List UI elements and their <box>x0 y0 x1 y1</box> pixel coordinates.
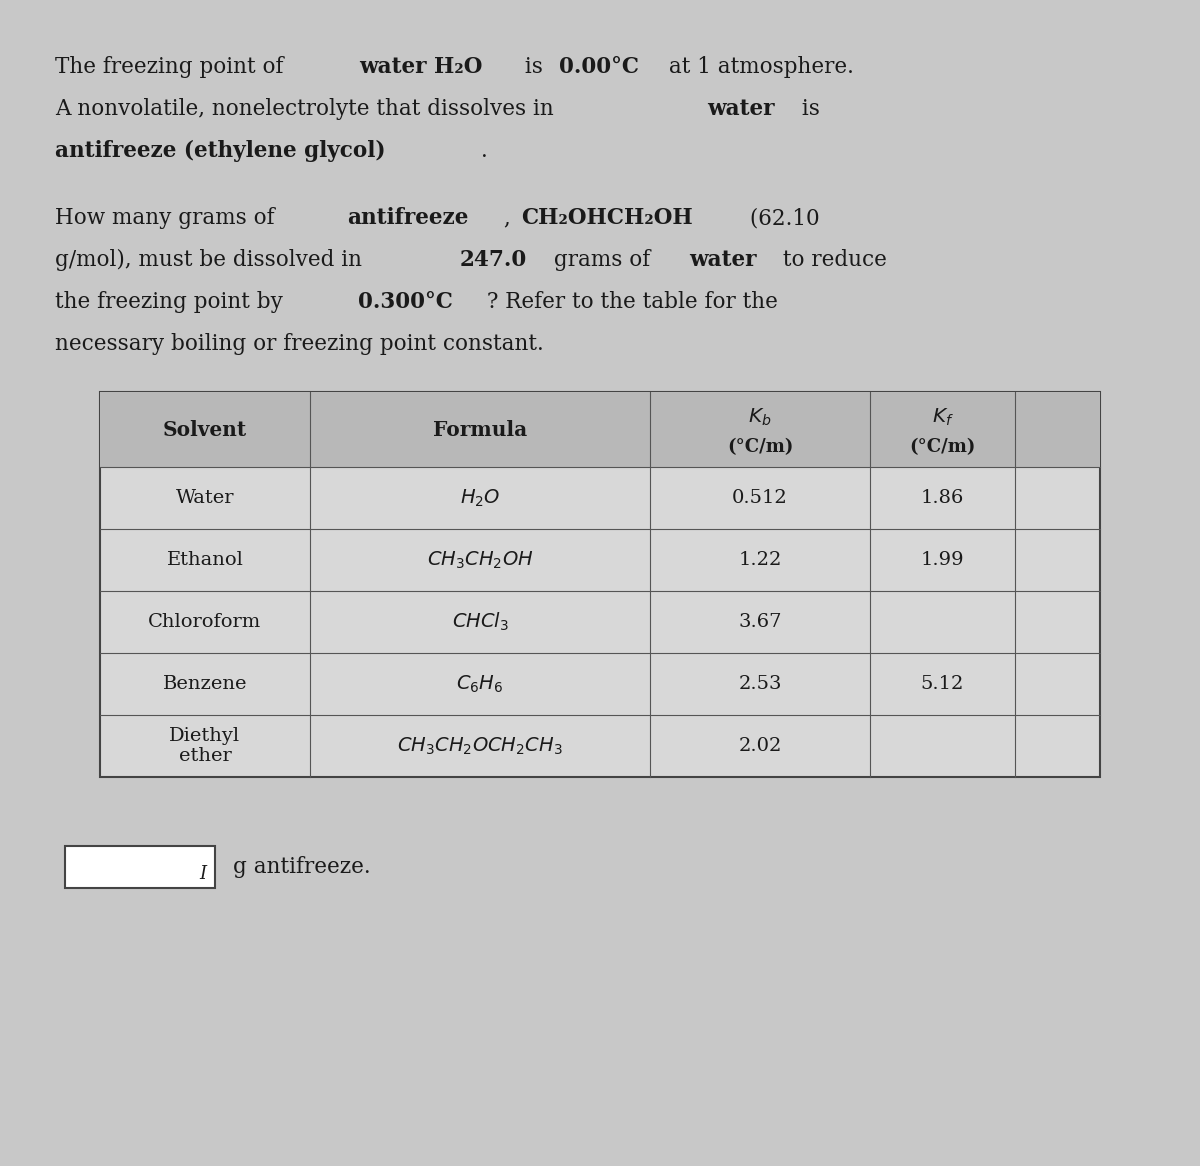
Text: I: I <box>199 865 206 883</box>
Text: 3.67: 3.67 <box>738 613 781 631</box>
Text: Benzene: Benzene <box>163 675 247 693</box>
Text: ? Refer to the table for the: ? Refer to the table for the <box>480 292 778 314</box>
Text: 1.22: 1.22 <box>738 552 781 569</box>
FancyBboxPatch shape <box>100 392 1100 468</box>
Text: 1.99: 1.99 <box>920 552 965 569</box>
Text: $CH_3CH_2OCH_2CH_3$: $CH_3CH_2OCH_2CH_3$ <box>397 736 563 757</box>
Text: 0.00°C: 0.00°C <box>559 56 638 78</box>
Text: CH₂OHCH₂OH: CH₂OHCH₂OH <box>522 208 694 230</box>
Text: ,: , <box>504 208 517 230</box>
Text: $H_2O$: $H_2O$ <box>460 487 500 508</box>
Text: $CH_3CH_2OH$: $CH_3CH_2OH$ <box>427 549 533 570</box>
Text: $K_f$: $K_f$ <box>931 407 954 428</box>
Text: Ethanol: Ethanol <box>167 552 244 569</box>
Text: water H₂O: water H₂O <box>359 56 482 78</box>
Text: is: is <box>518 56 550 78</box>
Text: 2.53: 2.53 <box>738 675 781 693</box>
Text: 0.300°C: 0.300°C <box>358 292 452 314</box>
Text: Diethyl
ether: Diethyl ether <box>169 726 240 765</box>
Text: 5.12: 5.12 <box>920 675 964 693</box>
Text: Water: Water <box>175 489 234 507</box>
Text: water: water <box>708 98 775 120</box>
Text: necessary boiling or freezing point constant.: necessary boiling or freezing point cons… <box>55 333 544 356</box>
FancyBboxPatch shape <box>65 847 215 888</box>
Text: to reduce: to reduce <box>776 250 887 272</box>
Text: antifreeze (ethylene glycol): antifreeze (ethylene glycol) <box>55 140 385 162</box>
Text: How many grams of: How many grams of <box>55 208 282 230</box>
Text: Chloroform: Chloroform <box>149 613 262 631</box>
Text: antifreeze: antifreeze <box>347 208 469 230</box>
Text: 0.512: 0.512 <box>732 489 788 507</box>
Text: 247.0: 247.0 <box>460 250 527 272</box>
Text: is: is <box>794 98 820 120</box>
Text: $CHCl_3$: $CHCl_3$ <box>451 611 509 633</box>
Text: .: . <box>481 140 488 162</box>
Text: Formula: Formula <box>433 420 527 440</box>
Text: $K_b$: $K_b$ <box>749 407 772 428</box>
Text: (°C/m): (°C/m) <box>910 438 976 457</box>
Text: 1.86: 1.86 <box>920 489 964 507</box>
Text: $C_6H_6$: $C_6H_6$ <box>456 673 504 695</box>
Text: water: water <box>689 250 756 272</box>
Text: (°C/m): (°C/m) <box>727 438 793 457</box>
Text: 2.02: 2.02 <box>738 737 781 756</box>
Text: The freezing point of: The freezing point of <box>55 56 290 78</box>
FancyBboxPatch shape <box>100 392 1100 777</box>
Text: the freezing point by: the freezing point by <box>55 292 289 314</box>
Text: (62.10: (62.10 <box>743 208 820 230</box>
Text: A nonvolatile, nonelectrolyte that dissolves in: A nonvolatile, nonelectrolyte that disso… <box>55 98 560 120</box>
Text: grams of: grams of <box>547 250 656 272</box>
Text: g/mol), must be dissolved in: g/mol), must be dissolved in <box>55 250 368 272</box>
Text: g antifreeze.: g antifreeze. <box>233 856 371 878</box>
Text: Solvent: Solvent <box>163 420 247 440</box>
Text: at 1 atmosphere.: at 1 atmosphere. <box>662 56 854 78</box>
